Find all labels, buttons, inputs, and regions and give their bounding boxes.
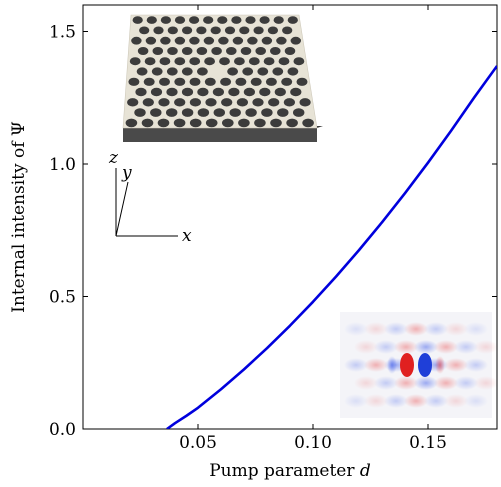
x-tick-label: 0.15 <box>409 433 447 453</box>
y-tick-label: 0.0 <box>49 420 76 440</box>
field-distribution-heatmap-icon <box>340 312 498 418</box>
x-axis-label: Pump parameter d <box>209 461 371 481</box>
y-axis-label: Internal intensity of Ψ <box>9 121 29 313</box>
z-axis-letter: z <box>108 148 119 168</box>
x-axis-letter: x <box>182 226 192 246</box>
y-tick-label: 0.5 <box>49 288 76 308</box>
y-axis-letter: y <box>121 163 132 183</box>
series-group <box>166 65 497 429</box>
series-line <box>166 65 497 429</box>
x-tick-label: 0.05 <box>179 433 217 453</box>
y-axis-ticks: 0.0 0.5 1.0 1.5 <box>49 23 497 440</box>
coordinate-axes-icon: x y z <box>108 148 192 246</box>
y-tick-label: 1.0 <box>49 155 76 175</box>
plot-frame <box>82 4 498 430</box>
x-axis-ticks: 0.05 0.10 0.15 <box>179 5 447 453</box>
photonic-crystal-slab-icon <box>122 14 323 142</box>
y-tick-label: 1.5 <box>49 23 76 43</box>
x-tick-label: 0.10 <box>294 433 332 453</box>
